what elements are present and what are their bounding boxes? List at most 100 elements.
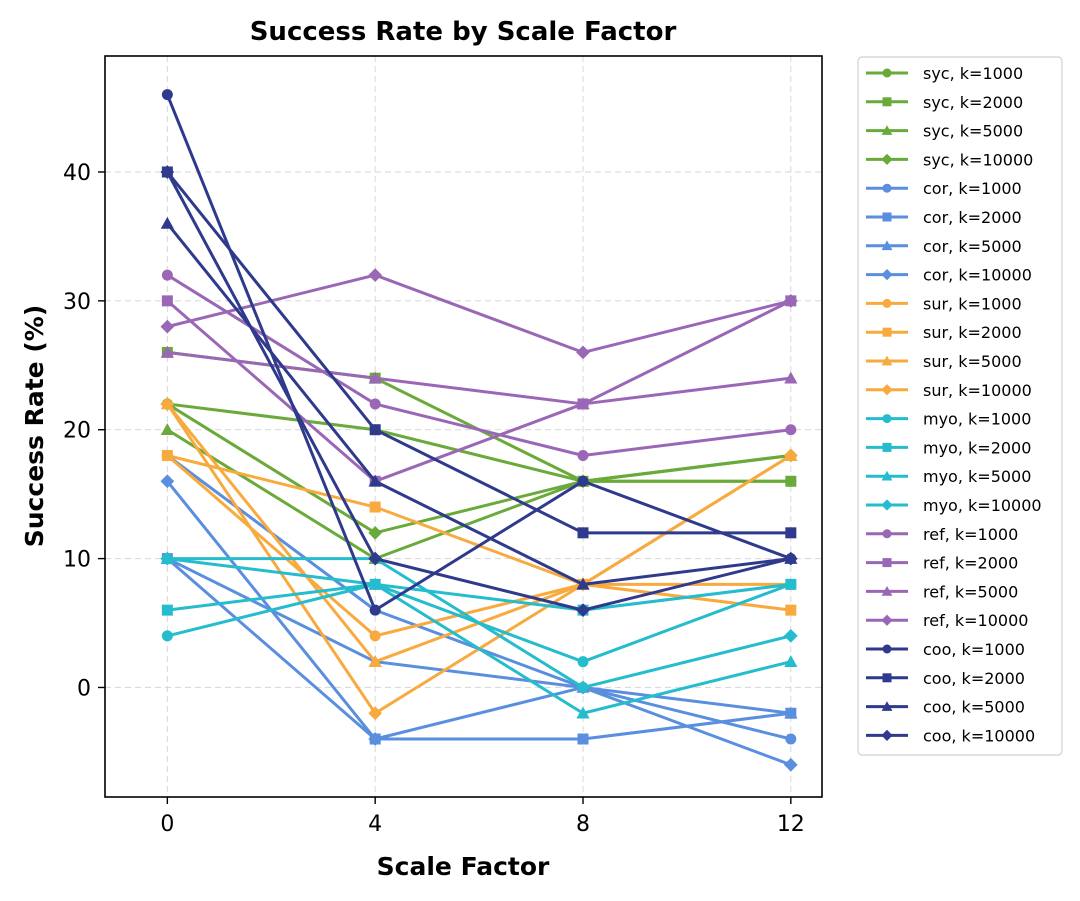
data-point xyxy=(785,578,797,590)
legend-item: ref, k=10000 xyxy=(866,611,1028,630)
legend-label: myo, k=1000 xyxy=(923,410,1031,429)
legend-marker xyxy=(882,673,892,683)
series-line xyxy=(166,428,792,561)
legend-item: myo, k=10000 xyxy=(866,496,1042,515)
y-tick-label: 10 xyxy=(63,548,91,573)
legend-item: coo, k=5000 xyxy=(866,698,1025,717)
legend-label: coo, k=2000 xyxy=(923,669,1025,688)
series-line xyxy=(167,557,792,715)
data-point xyxy=(577,449,589,461)
legend-item: syc, k=10000 xyxy=(866,150,1033,169)
legend-label: cor, k=5000 xyxy=(923,237,1022,256)
data-point xyxy=(785,475,797,487)
data-point xyxy=(368,371,382,384)
y-axis: 0 10 20 30 40 xyxy=(63,161,105,701)
legend-label: syc, k=1000 xyxy=(923,64,1023,83)
series-syc-k-10000 xyxy=(160,397,798,540)
data-point xyxy=(161,630,173,642)
data-point xyxy=(160,216,174,229)
legend-item: syc, k=2000 xyxy=(866,93,1023,112)
legend-item: syc, k=1000 xyxy=(866,64,1023,83)
data-point xyxy=(576,397,590,410)
series-coo-k-10000 xyxy=(160,165,798,618)
legend-marker xyxy=(881,268,893,281)
legend-item: ref, k=2000 xyxy=(866,554,1018,573)
data-point xyxy=(369,424,381,436)
data-point xyxy=(369,398,381,410)
data-point xyxy=(785,424,797,436)
data-point xyxy=(161,604,173,616)
legend-marker xyxy=(882,212,892,222)
data-point xyxy=(161,269,173,281)
data-point xyxy=(783,448,798,463)
series-line xyxy=(167,350,792,406)
legend-marker xyxy=(881,125,893,135)
data-point xyxy=(368,525,383,540)
legend-marker xyxy=(882,298,892,308)
data-point xyxy=(576,345,590,360)
series-line xyxy=(167,582,792,612)
legend-label: cor, k=10000 xyxy=(923,266,1032,285)
x-tick-label: 12 xyxy=(777,812,805,837)
data-point xyxy=(160,423,174,436)
legend-marker xyxy=(882,644,892,654)
series-myo-k-10000 xyxy=(160,551,798,695)
legend-marker xyxy=(881,586,893,596)
series-line xyxy=(166,402,792,535)
x-axis: 0 4 8 12 xyxy=(160,797,805,837)
legend-label: sur, k=5000 xyxy=(923,352,1022,371)
legend-label: myo, k=2000 xyxy=(923,438,1031,457)
y-tick-label: 0 xyxy=(77,676,91,701)
data-point xyxy=(576,706,590,719)
data-point xyxy=(160,474,175,489)
data-point xyxy=(577,733,589,745)
data-point xyxy=(783,757,798,772)
legend-item: cor, k=5000 xyxy=(866,237,1022,256)
data-point xyxy=(783,551,798,566)
data-point xyxy=(160,345,174,358)
legend-marker xyxy=(881,729,893,742)
legend-item: myo, k=1000 xyxy=(866,410,1031,429)
legend-item: sur, k=1000 xyxy=(866,294,1022,313)
data-point xyxy=(369,501,381,513)
series-line xyxy=(166,222,792,586)
legend-label: ref, k=1000 xyxy=(923,525,1018,544)
data-point xyxy=(785,604,797,616)
legend-label: cor, k=1000 xyxy=(923,179,1022,198)
legend-label: ref, k=10000 xyxy=(923,611,1028,630)
legend-marker xyxy=(882,558,892,568)
legend-label: syc, k=2000 xyxy=(923,93,1023,112)
data-point xyxy=(369,630,381,642)
data-point xyxy=(368,474,382,487)
y-tick-label: 30 xyxy=(63,290,91,315)
y-axis-label: Success Rate (%) xyxy=(20,305,49,548)
legend-marker xyxy=(881,614,893,626)
legend-label: syc, k=5000 xyxy=(923,122,1023,141)
series-line xyxy=(167,557,792,689)
legend-marker xyxy=(882,414,892,424)
data-point xyxy=(160,397,175,411)
legend-label: sur, k=1000 xyxy=(923,294,1022,313)
data-point xyxy=(783,293,798,308)
data-point xyxy=(784,655,798,667)
data-point xyxy=(160,319,175,334)
data-point xyxy=(784,371,798,384)
x-tick-label: 8 xyxy=(576,812,590,837)
data-point xyxy=(368,706,383,721)
data-point xyxy=(161,89,173,101)
data-point xyxy=(785,527,797,539)
data-point xyxy=(368,268,383,282)
legend-label: cor, k=2000 xyxy=(923,208,1022,227)
legend-item: ref, k=1000 xyxy=(866,525,1018,544)
data-point xyxy=(161,295,173,307)
legend-marker xyxy=(881,384,893,396)
series-layer xyxy=(160,89,798,772)
legend-marker xyxy=(882,183,892,193)
series-syc-k-5000 xyxy=(160,423,798,564)
data-point xyxy=(576,680,590,695)
data-point xyxy=(160,551,175,566)
legend-marker xyxy=(882,97,892,107)
legend-item: sur, k=2000 xyxy=(866,323,1022,342)
data-point xyxy=(784,706,798,719)
